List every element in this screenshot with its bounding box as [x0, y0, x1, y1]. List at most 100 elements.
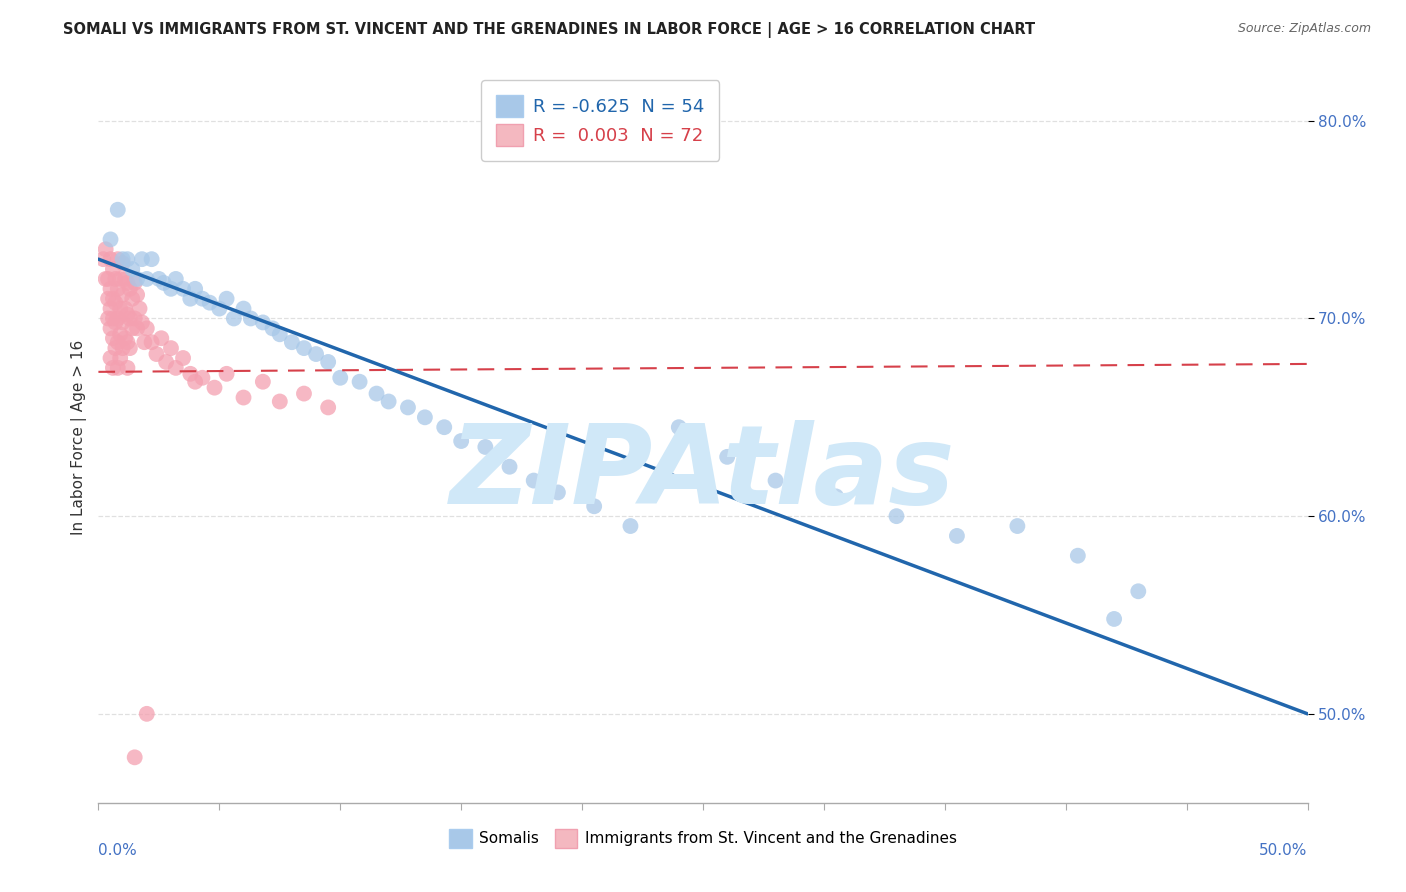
Point: [97, 311, 120, 326]
Point: [262, 321, 284, 335]
Point: [117, 252, 139, 267]
Point: [160, 282, 183, 296]
Text: Source: ZipAtlas.com: Source: ZipAtlas.com: [1237, 22, 1371, 36]
Point: [97, 292, 120, 306]
Point: [127, 287, 149, 301]
Point: [668, 420, 690, 434]
Point: [117, 308, 139, 322]
Point: [111, 252, 134, 267]
Point: [329, 371, 352, 385]
Point: [135, 272, 157, 286]
Point: [107, 360, 129, 375]
Point: [765, 474, 787, 488]
Point: [117, 360, 139, 375]
Point: [252, 315, 274, 329]
Text: 0.0%: 0.0%: [98, 843, 138, 858]
Y-axis label: In Labor Force | Age > 16: In Labor Force | Age > 16: [72, 340, 87, 534]
Point: [104, 295, 127, 310]
Point: [121, 262, 143, 277]
Point: [215, 367, 238, 381]
Point: [232, 301, 254, 316]
Text: ZIPAtlas: ZIPAtlas: [450, 420, 956, 527]
Point: [107, 311, 129, 326]
Point: [184, 282, 207, 296]
Point: [396, 401, 419, 415]
Point: [107, 282, 129, 296]
Point: [1007, 519, 1029, 533]
Point: [101, 292, 124, 306]
Point: [141, 335, 163, 350]
Point: [131, 252, 153, 267]
Point: [101, 331, 124, 345]
Point: [269, 327, 291, 342]
Point: [252, 375, 274, 389]
Point: [198, 295, 221, 310]
Point: [160, 341, 183, 355]
Point: [100, 301, 122, 316]
Point: [124, 276, 146, 290]
Point: [366, 386, 388, 401]
Point: [141, 252, 163, 267]
Point: [433, 420, 456, 434]
Point: [155, 355, 177, 369]
Point: [101, 311, 124, 326]
Point: [239, 311, 262, 326]
Point: [107, 202, 129, 217]
Point: [118, 282, 141, 296]
Point: [94, 242, 117, 256]
Point: [222, 311, 245, 326]
Text: SOMALI VS IMMIGRANTS FROM ST. VINCENT AND THE GRENADINES IN LABOR FORCE | AGE > : SOMALI VS IMMIGRANTS FROM ST. VINCENT AN…: [63, 22, 1035, 38]
Point: [152, 276, 174, 290]
Point: [316, 401, 339, 415]
Point: [91, 252, 114, 267]
Point: [583, 500, 606, 514]
Point: [127, 272, 149, 286]
Point: [215, 292, 238, 306]
Point: [111, 315, 134, 329]
Point: [114, 301, 136, 316]
Point: [117, 276, 139, 290]
Point: [104, 315, 127, 329]
Point: [1128, 584, 1150, 599]
Point: [825, 489, 848, 503]
Point: [1102, 612, 1125, 626]
Point: [108, 327, 131, 342]
Point: [498, 459, 520, 474]
Point: [204, 381, 226, 395]
Point: [292, 341, 315, 355]
Point: [118, 311, 141, 326]
Point: [377, 394, 399, 409]
Point: [281, 335, 304, 350]
Point: [886, 509, 908, 524]
Point: [165, 360, 187, 375]
Point: [179, 367, 201, 381]
Point: [101, 360, 124, 375]
Point: [97, 272, 120, 286]
Point: [179, 292, 201, 306]
Point: [111, 341, 134, 355]
Point: [184, 375, 207, 389]
Point: [117, 335, 139, 350]
Text: 50.0%: 50.0%: [1260, 843, 1308, 858]
Point: [232, 391, 254, 405]
Point: [135, 321, 157, 335]
Point: [108, 272, 131, 286]
Point: [165, 272, 187, 286]
Point: [316, 355, 339, 369]
Point: [111, 256, 134, 270]
Point: [148, 272, 170, 286]
Point: [1067, 549, 1090, 563]
Point: [131, 315, 153, 329]
Point: [450, 434, 472, 448]
Point: [191, 292, 214, 306]
Point: [292, 386, 315, 401]
Point: [208, 301, 231, 316]
Point: [474, 440, 496, 454]
Point: [100, 252, 122, 267]
Point: [134, 335, 156, 350]
Point: [191, 371, 214, 385]
Point: [111, 287, 134, 301]
Point: [128, 301, 150, 316]
Point: [547, 485, 569, 500]
Point: [121, 321, 143, 335]
